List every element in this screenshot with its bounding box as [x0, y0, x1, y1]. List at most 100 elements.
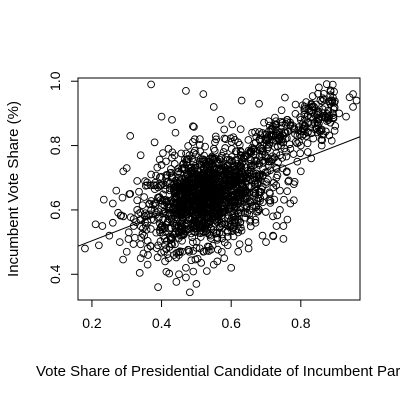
scatter-point	[318, 97, 327, 106]
scatter-point	[228, 120, 237, 129]
scatter-point	[156, 173, 164, 182]
scatter-point	[322, 80, 331, 88]
scatter-point	[237, 164, 246, 173]
scatter-point	[187, 205, 196, 213]
scatter-point	[249, 189, 258, 197]
scatter-point	[189, 166, 198, 174]
scatter-point	[264, 135, 272, 143]
scatter-point	[178, 236, 186, 245]
scatter-point	[108, 199, 117, 208]
x-tick-label: 0.2	[82, 315, 102, 331]
scatter-point	[319, 109, 327, 118]
scatter-point	[290, 178, 299, 186]
scatter-point	[143, 237, 152, 245]
scatter-point	[81, 244, 89, 253]
scatter-point	[146, 181, 155, 190]
scatter-point	[226, 180, 235, 189]
scatter-point	[202, 246, 211, 255]
scatter-point	[213, 178, 222, 187]
scatter-point	[210, 147, 219, 155]
fit-line	[77, 136, 361, 247]
scatter-point	[188, 154, 197, 163]
scatter-point	[303, 139, 312, 148]
scatter-point	[217, 211, 226, 220]
scatter-point	[352, 96, 361, 105]
scatter-point	[170, 160, 179, 168]
scatter-point	[235, 240, 244, 249]
scatter-point	[252, 203, 261, 211]
scatter-point	[192, 219, 201, 228]
scatter-point	[191, 146, 199, 155]
scatter-point	[206, 179, 214, 188]
scatter-point	[160, 201, 169, 210]
scatter-point	[314, 107, 323, 116]
scatter-point	[264, 157, 273, 166]
scatter-point	[309, 134, 318, 143]
scatter-point	[186, 167, 194, 176]
scatter-point	[176, 247, 184, 256]
scatter-point	[222, 168, 230, 177]
scatter-point	[261, 151, 269, 159]
scatter-point	[174, 198, 182, 207]
scatter-point	[256, 131, 265, 140]
scatter-point	[189, 238, 197, 246]
scatter-point	[213, 234, 222, 242]
scatter-point	[169, 198, 177, 207]
scatter-point	[256, 194, 265, 203]
scatter-point	[194, 210, 203, 219]
scatter-point	[227, 145, 236, 153]
scatter-point	[328, 80, 337, 89]
scatter-point	[244, 238, 253, 246]
scatter-point	[158, 225, 167, 234]
scatter-point	[331, 122, 340, 130]
scatter-point	[228, 224, 237, 233]
scatter-point	[261, 208, 270, 216]
scatter-point	[253, 197, 262, 205]
y-axis-title: Incumbent Vote Share (%)	[5, 101, 22, 277]
scatter-point	[188, 169, 196, 178]
scatter-point	[185, 155, 193, 164]
scatter-point	[277, 121, 286, 130]
scatter-point	[175, 270, 183, 279]
scatter-point	[168, 204, 177, 213]
scatter-point	[182, 263, 190, 272]
scatter-point	[218, 234, 227, 243]
scatter-point	[154, 283, 162, 291]
scatter-point	[238, 159, 246, 168]
scatter-point	[143, 181, 152, 190]
scatter-point	[140, 193, 149, 201]
scatter-point	[329, 114, 338, 123]
scatter-point	[185, 247, 194, 256]
scatter-point	[266, 196, 275, 205]
scatter-point	[269, 179, 278, 187]
scatter-point	[204, 213, 213, 222]
scatter-point	[236, 179, 245, 187]
scatter-point	[319, 89, 328, 98]
scatter-point	[201, 192, 210, 201]
scatter-point	[124, 228, 133, 237]
scatter-point	[125, 190, 134, 198]
scatter-point	[303, 111, 312, 120]
scatter-point	[157, 248, 166, 257]
scatter-point	[246, 222, 255, 231]
scatter-point	[146, 225, 155, 233]
scatter-point	[315, 119, 323, 128]
scatter-point	[195, 140, 204, 149]
scatter-point	[218, 188, 226, 197]
scatter-point	[203, 225, 212, 234]
scatter-point	[204, 247, 213, 255]
scatter-point	[189, 122, 197, 131]
scatter-point	[119, 255, 127, 264]
scatter-point	[195, 157, 204, 166]
scatter-point	[199, 90, 208, 98]
scatter-point	[171, 229, 179, 238]
scatter-point	[263, 175, 272, 184]
scatter-point	[329, 111, 338, 119]
scatter-point	[159, 209, 168, 218]
scatter-point	[256, 146, 264, 155]
scatter-point	[279, 235, 288, 243]
scatter-point	[91, 220, 100, 229]
scatter-point	[208, 170, 217, 179]
scatter-point	[159, 149, 167, 157]
scatter-point	[235, 140, 244, 149]
